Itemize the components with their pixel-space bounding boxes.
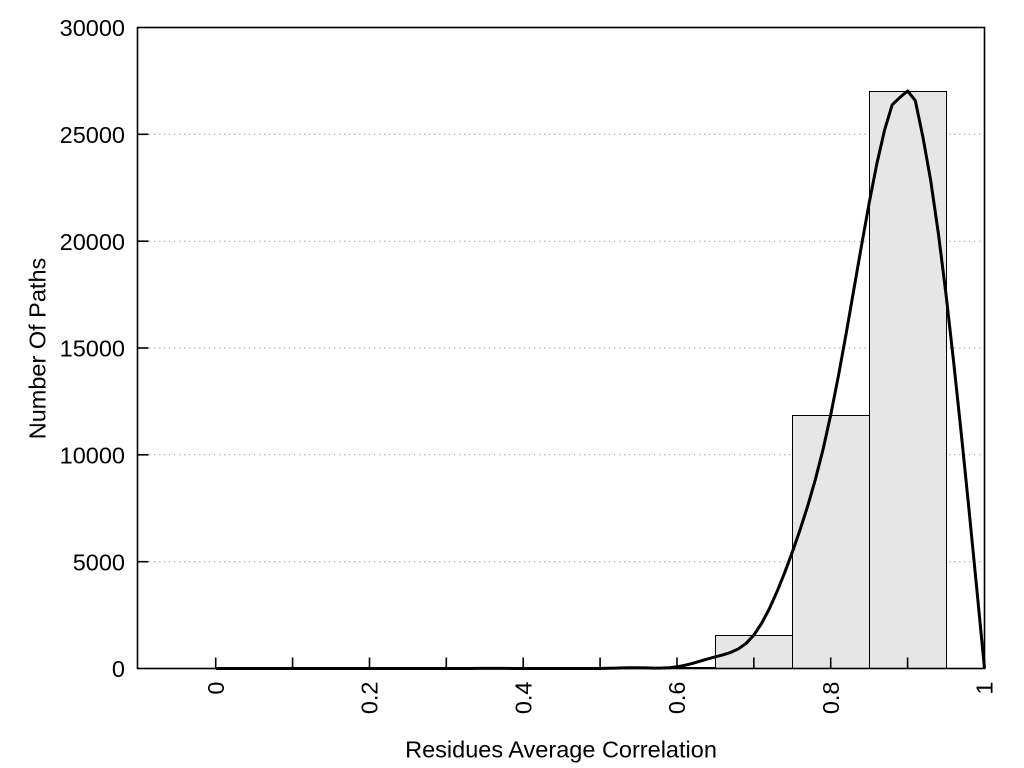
- svg-text:0.4: 0.4: [510, 682, 536, 715]
- svg-text:0: 0: [112, 656, 125, 682]
- svg-text:20000: 20000: [60, 229, 125, 255]
- svg-text:1: 1: [972, 682, 998, 695]
- svg-text:30000: 30000: [60, 15, 125, 41]
- svg-text:Residues Average Correlation: Residues Average Correlation: [405, 737, 717, 763]
- svg-text:25000: 25000: [60, 122, 125, 148]
- svg-text:0.8: 0.8: [818, 682, 844, 715]
- svg-text:0: 0: [203, 682, 229, 695]
- svg-text:0.2: 0.2: [357, 682, 383, 715]
- svg-text:10000: 10000: [60, 442, 125, 468]
- svg-text:5000: 5000: [73, 549, 125, 575]
- svg-text:0.6: 0.6: [664, 682, 690, 715]
- svg-text:Number Of Paths: Number Of Paths: [25, 258, 51, 440]
- svg-text:15000: 15000: [60, 336, 125, 362]
